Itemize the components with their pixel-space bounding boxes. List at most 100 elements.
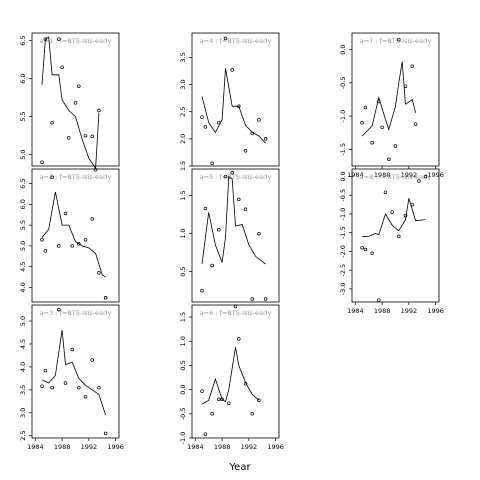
y-tick-label: -0.5 (179, 407, 187, 420)
y-tick-label: 2.5 (179, 107, 187, 117)
y-tick-label: 1.5 (179, 190, 187, 200)
data-point (237, 197, 241, 202)
data-point (60, 65, 64, 69)
data-point (103, 296, 108, 300)
y-tick: 0.5 (179, 266, 192, 277)
y-tick-label: 6.5 (19, 35, 27, 45)
y-tick: 0.0 (339, 44, 352, 55)
x-tick-label: 1988 (214, 443, 231, 451)
y-tick-label: -1.5 (339, 143, 347, 156)
data-point (203, 125, 208, 129)
y-tick-label: 5.0 (19, 241, 27, 251)
data-point (233, 304, 238, 309)
y-tick: 5.5 (19, 220, 32, 230)
data-point (223, 174, 228, 179)
data-point (97, 385, 101, 390)
data-point (237, 104, 241, 109)
x-tick: 1996 (427, 166, 444, 179)
y-tick-label: 5.0 (19, 316, 27, 326)
y-tick: 2.0 (179, 134, 192, 144)
y-tick: -1.0 (339, 110, 352, 122)
y-tick: 5.0 (19, 316, 32, 326)
data-point (397, 37, 401, 42)
data-point (237, 337, 241, 341)
fitted-line (201, 175, 266, 265)
y-tick: 3.0 (19, 408, 32, 418)
panel-8: a=6 : f=BTS-Isis-early -1.0 -0.5 0.0 0.5 1.0 1… (179, 304, 284, 451)
y-tick-label: 5.0 (19, 149, 27, 159)
x-tick-label: 1984 (347, 307, 364, 315)
x-tick-label: 1992 (241, 443, 258, 451)
panel-strip-label: a=1 : f=BTS-Isis-early (40, 37, 112, 45)
data-point (90, 217, 94, 221)
data-point (363, 105, 368, 110)
y-tick: 6.0 (19, 73, 32, 84)
x-tick-label: 1996 (267, 443, 284, 451)
data-point (50, 175, 54, 180)
x-tick: 1992 (241, 438, 258, 451)
panel-3: a=7 : f=BTS-Isis-early-1.5-1.0-0.50.0198… (339, 32, 444, 179)
fitted-line (362, 198, 426, 237)
y-tick: -0.5 (179, 407, 192, 420)
data-point (200, 288, 204, 293)
y-tick: 0.0 (339, 171, 352, 182)
data-point (90, 358, 94, 362)
panel-frame (351, 32, 440, 167)
data-point (210, 263, 214, 268)
y-tick: 2.5 (19, 431, 32, 441)
data-point (200, 115, 204, 119)
data-point (370, 140, 374, 145)
data-point (360, 121, 364, 125)
data-point (263, 297, 268, 301)
y-tick-label: 2.0 (179, 134, 187, 144)
y-tick: 6.5 (19, 178, 32, 189)
panel-frame (31, 168, 120, 303)
x-tick-label: 1984 (347, 171, 364, 179)
data-point (397, 234, 401, 239)
y-tick: 0.0 (179, 384, 192, 395)
panel-strip-label: a=2 : f=BTS-Isis-early (40, 173, 112, 181)
data-point (43, 368, 48, 373)
y-tick-label: 6.0 (19, 199, 27, 209)
data-point (243, 149, 248, 153)
data-point (43, 249, 48, 253)
data-point (383, 190, 388, 194)
x-tick-label: 1992 (401, 171, 418, 179)
y-tick-label: 1.0 (179, 336, 187, 346)
y-tick-label: 5.5 (19, 111, 27, 121)
fitted-line (201, 347, 260, 405)
y-tick: 1.5 (179, 161, 192, 171)
y-tick: 6.5 (19, 35, 32, 46)
y-tick-label: -2.5 (339, 264, 347, 277)
data-point (360, 245, 364, 250)
y-tick: -2.0 (339, 245, 352, 258)
panel-5: a=5 : f=BTS-Isis-early 0.5 1.0 1.5 (179, 168, 280, 303)
panel-frame (351, 168, 440, 303)
y-tick-label: 0.0 (339, 44, 347, 54)
y-tick: 6.0 (19, 199, 32, 210)
panel-frame (191, 32, 280, 167)
x-tick: 1988 (214, 438, 231, 451)
data-point (77, 242, 81, 246)
y-tick: 4.5 (19, 339, 32, 349)
data-point (83, 133, 88, 138)
y-tick-label: 2.5 (19, 431, 27, 441)
y-tick: 4.0 (19, 362, 32, 372)
y-tick: 5.5 (19, 111, 32, 122)
panel-frame (191, 304, 280, 439)
x-tick-label: 1988 (54, 443, 71, 451)
data-point (67, 136, 71, 140)
y-tick-label: 3.5 (179, 52, 187, 62)
fitted-line (361, 61, 416, 137)
data-point (40, 384, 44, 388)
y-tick-label: 4.0 (19, 362, 27, 372)
data-point (410, 64, 414, 69)
data-point (390, 210, 394, 214)
y-tick-label: -0.5 (339, 77, 347, 90)
x-tick: 1996 (427, 302, 444, 315)
y-tick-label: 6.5 (19, 178, 27, 188)
data-point (393, 144, 398, 148)
x-tick-label: 1996 (107, 443, 124, 451)
data-point (370, 251, 374, 256)
y-tick: 1.5 (179, 190, 192, 201)
